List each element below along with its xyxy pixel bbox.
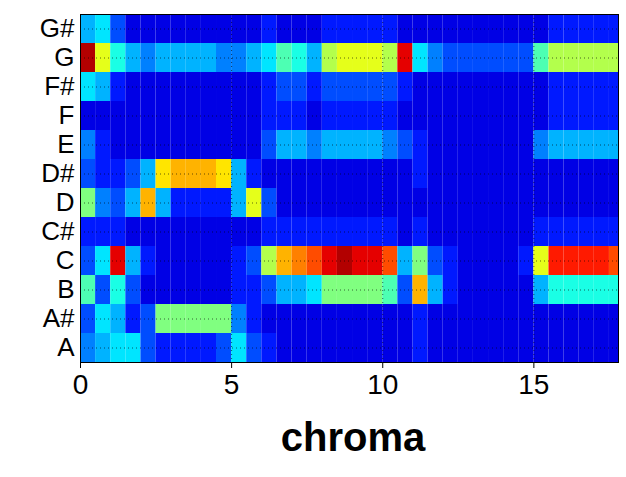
svg-text:5: 5	[224, 369, 240, 400]
svg-text:F: F	[59, 100, 75, 130]
svg-text:A#: A#	[43, 303, 75, 333]
svg-text:G#: G#	[40, 13, 75, 43]
svg-text:C#: C#	[41, 216, 75, 246]
svg-text:15: 15	[518, 369, 549, 400]
svg-text:E: E	[57, 129, 74, 159]
svg-text:10: 10	[367, 369, 398, 400]
svg-text:F#: F#	[44, 71, 75, 101]
svg-text:B: B	[57, 274, 74, 304]
svg-text:D: D	[56, 187, 75, 217]
svg-text:0: 0	[73, 369, 89, 400]
html-text:chroma: chroma	[280, 415, 426, 459]
svg-text:A: A	[57, 332, 75, 362]
svg-text:D#: D#	[41, 158, 75, 188]
svg-text:C: C	[56, 245, 75, 275]
svg-text:G: G	[54, 42, 74, 72]
